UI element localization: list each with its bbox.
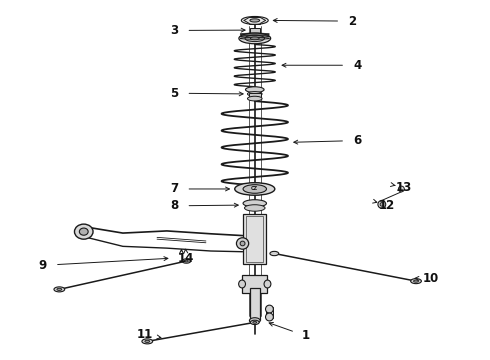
- Ellipse shape: [57, 288, 62, 291]
- Ellipse shape: [245, 87, 264, 93]
- Text: 14: 14: [178, 252, 195, 265]
- Text: 10: 10: [422, 272, 439, 285]
- Ellipse shape: [247, 91, 262, 96]
- Ellipse shape: [239, 33, 270, 44]
- Bar: [246, 216, 263, 262]
- Ellipse shape: [253, 321, 257, 323]
- Ellipse shape: [247, 96, 262, 101]
- Ellipse shape: [74, 224, 93, 239]
- Ellipse shape: [249, 318, 260, 323]
- Ellipse shape: [250, 320, 259, 324]
- Ellipse shape: [145, 340, 150, 342]
- Ellipse shape: [398, 186, 404, 192]
- Ellipse shape: [245, 205, 265, 211]
- Ellipse shape: [182, 259, 191, 263]
- Text: 13: 13: [395, 181, 412, 194]
- Ellipse shape: [264, 280, 271, 288]
- Text: 5: 5: [170, 87, 178, 100]
- Ellipse shape: [243, 200, 267, 207]
- Ellipse shape: [142, 339, 153, 344]
- Ellipse shape: [380, 203, 384, 206]
- Text: 3: 3: [170, 24, 178, 37]
- Ellipse shape: [242, 17, 268, 24]
- Text: 4: 4: [353, 59, 362, 72]
- Ellipse shape: [54, 287, 65, 292]
- Ellipse shape: [411, 279, 421, 284]
- Ellipse shape: [414, 280, 418, 282]
- Ellipse shape: [266, 313, 273, 321]
- Text: 12: 12: [379, 199, 395, 212]
- Bar: [242, 275, 268, 293]
- Text: 11: 11: [137, 328, 153, 341]
- Ellipse shape: [235, 183, 275, 195]
- Ellipse shape: [270, 251, 279, 256]
- Ellipse shape: [239, 280, 245, 288]
- Text: 1: 1: [302, 329, 310, 342]
- Text: 2: 2: [348, 15, 357, 28]
- Text: 6: 6: [353, 134, 362, 147]
- Ellipse shape: [250, 37, 259, 40]
- Ellipse shape: [245, 35, 265, 41]
- Ellipse shape: [79, 228, 88, 235]
- Ellipse shape: [237, 238, 248, 249]
- Text: CZ: CZ: [251, 186, 258, 192]
- Ellipse shape: [243, 185, 267, 193]
- Text: 8: 8: [170, 199, 178, 212]
- Ellipse shape: [378, 201, 386, 208]
- Ellipse shape: [240, 241, 245, 246]
- Ellipse shape: [266, 305, 273, 313]
- Ellipse shape: [250, 19, 260, 22]
- Text: 9: 9: [39, 259, 47, 272]
- Bar: [250, 28, 260, 33]
- Bar: [250, 288, 260, 320]
- Bar: [248, 93, 261, 99]
- Text: 7: 7: [170, 183, 178, 195]
- Ellipse shape: [184, 260, 188, 262]
- Bar: [243, 214, 267, 264]
